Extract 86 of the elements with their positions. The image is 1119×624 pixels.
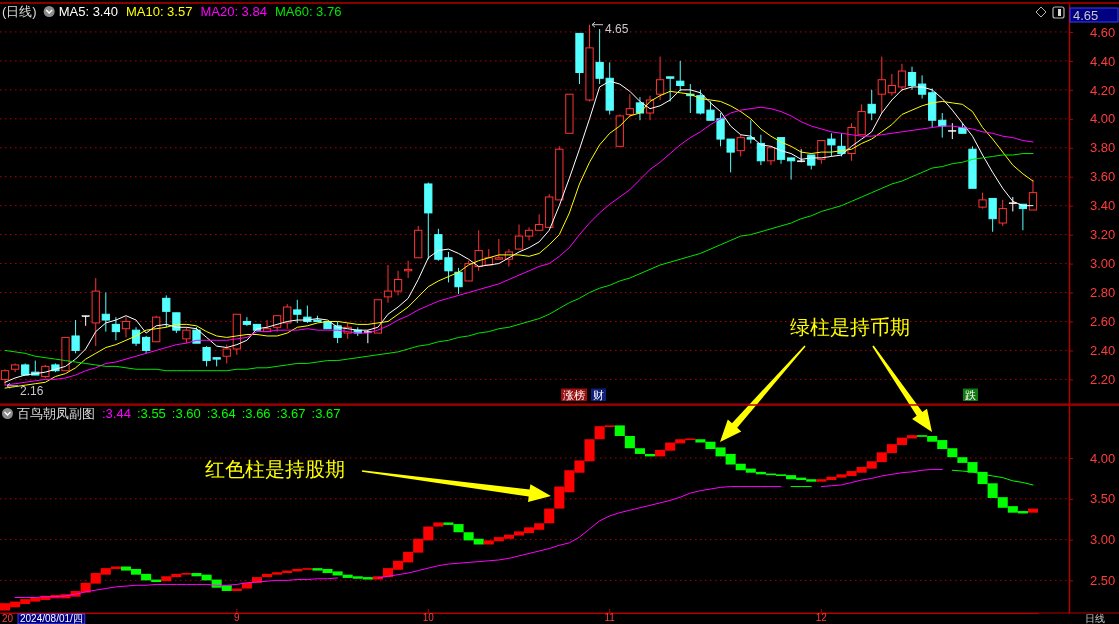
candlestick — [81, 315, 90, 327]
text: 4.65 — [1073, 8, 1099, 23]
annotation: 红色柱是持股期 — [205, 458, 345, 480]
y-tick-label: 2.80 — [1090, 285, 1116, 301]
candlestick — [625, 93, 634, 118]
text: MA20: 3.84 — [200, 4, 267, 19]
candlestick — [988, 197, 997, 233]
candlestick — [877, 56, 886, 114]
candlestick — [242, 316, 252, 327]
y-tick-label: 4.00 — [1090, 111, 1116, 127]
candlestick — [283, 303, 292, 330]
text: MA60: 3.76 — [274, 4, 342, 19]
y-tick-label: 4.40 — [1090, 53, 1116, 69]
legend-label: MA5: 3.40 — [58, 4, 118, 19]
candlestick — [827, 132, 836, 157]
y-tick-label: 2.40 — [1090, 343, 1116, 359]
y-tick-label: 3.00 — [1090, 256, 1116, 272]
candlestick — [1028, 179, 1038, 211]
candlestick — [676, 60, 685, 92]
candlestick — [524, 226, 534, 241]
y-tick-label: 3.80 — [1090, 140, 1116, 156]
candlestick — [162, 294, 171, 328]
candlestick — [454, 267, 463, 295]
chart-title: 百鸟朝凤副图 — [17, 406, 95, 421]
y-tick-label: 2.50 — [1090, 573, 1116, 589]
bar — [906, 435, 918, 439]
y-tick-label: 4.60 — [1090, 24, 1116, 40]
candlestick — [907, 66, 917, 91]
annotation: 跌 — [965, 388, 976, 401]
annotation: :3.67 — [311, 406, 341, 421]
y-tick-label: 3.00 — [1090, 532, 1116, 548]
candlestick — [293, 299, 302, 324]
x-tick-label: 9 — [234, 612, 241, 624]
chart-title: (日线) — [2, 4, 37, 19]
candlestick — [121, 316, 131, 338]
annotation: :3.55 — [136, 406, 166, 421]
annotation: 4.65 — [605, 21, 629, 36]
bar — [614, 425, 625, 436]
annotation: :3.66 — [241, 406, 271, 421]
annotation: 涨榜 — [563, 388, 585, 401]
candlestick — [998, 199, 1007, 227]
bar — [544, 508, 555, 524]
y-tick-label: 4.20 — [1090, 82, 1116, 98]
candlestick — [71, 319, 80, 354]
candlestick — [887, 73, 896, 97]
candlestick — [383, 264, 393, 304]
candlestick — [111, 316, 121, 341]
annotation: 绿柱是持币期 — [790, 316, 910, 338]
candlestick — [655, 56, 665, 101]
y-tick-label: 3.20 — [1090, 227, 1116, 243]
text: 20 — [2, 613, 14, 624]
y-tick-label: 3.50 — [1090, 491, 1116, 507]
annotation: :3.67 — [276, 406, 306, 421]
y-tick-label: 4.00 — [1090, 450, 1116, 466]
candlestick — [786, 157, 796, 181]
candlestick — [897, 63, 907, 92]
annotation: 财 — [593, 388, 604, 401]
y-tick-label: 2.20 — [1090, 372, 1116, 388]
bar — [241, 582, 252, 589]
text: 2024/08/01/四 — [20, 613, 83, 624]
candlestick — [867, 89, 876, 121]
candlestick — [746, 119, 755, 144]
y-tick-label: 3.60 — [1090, 169, 1116, 185]
bar — [624, 436, 635, 449]
candlestick — [494, 238, 503, 260]
candlestick — [222, 344, 231, 364]
y-tick-label: 3.40 — [1090, 198, 1116, 214]
bar — [433, 522, 444, 527]
annotation: :3.44 — [102, 406, 131, 421]
x-tick-label: 11 — [604, 612, 616, 624]
x-tick-label: 10 — [422, 612, 435, 624]
candlestick — [736, 134, 745, 157]
candlestick — [514, 223, 524, 250]
candlestick — [393, 270, 403, 296]
annotation: 2.16 — [20, 383, 44, 398]
y-tick-label: 2.60 — [1090, 314, 1116, 330]
text: 日线 — [1085, 613, 1105, 624]
annotation: :3.64 — [206, 406, 236, 421]
x-tick-label: 12 — [815, 612, 828, 624]
bar — [634, 448, 645, 454]
annotation: :3.60 — [171, 406, 201, 421]
text: MA10: 3.57 — [125, 4, 193, 19]
line-series — [4, 153, 1034, 372]
bar — [1027, 508, 1038, 513]
candlestick — [666, 76, 675, 102]
candlestick — [101, 292, 110, 333]
